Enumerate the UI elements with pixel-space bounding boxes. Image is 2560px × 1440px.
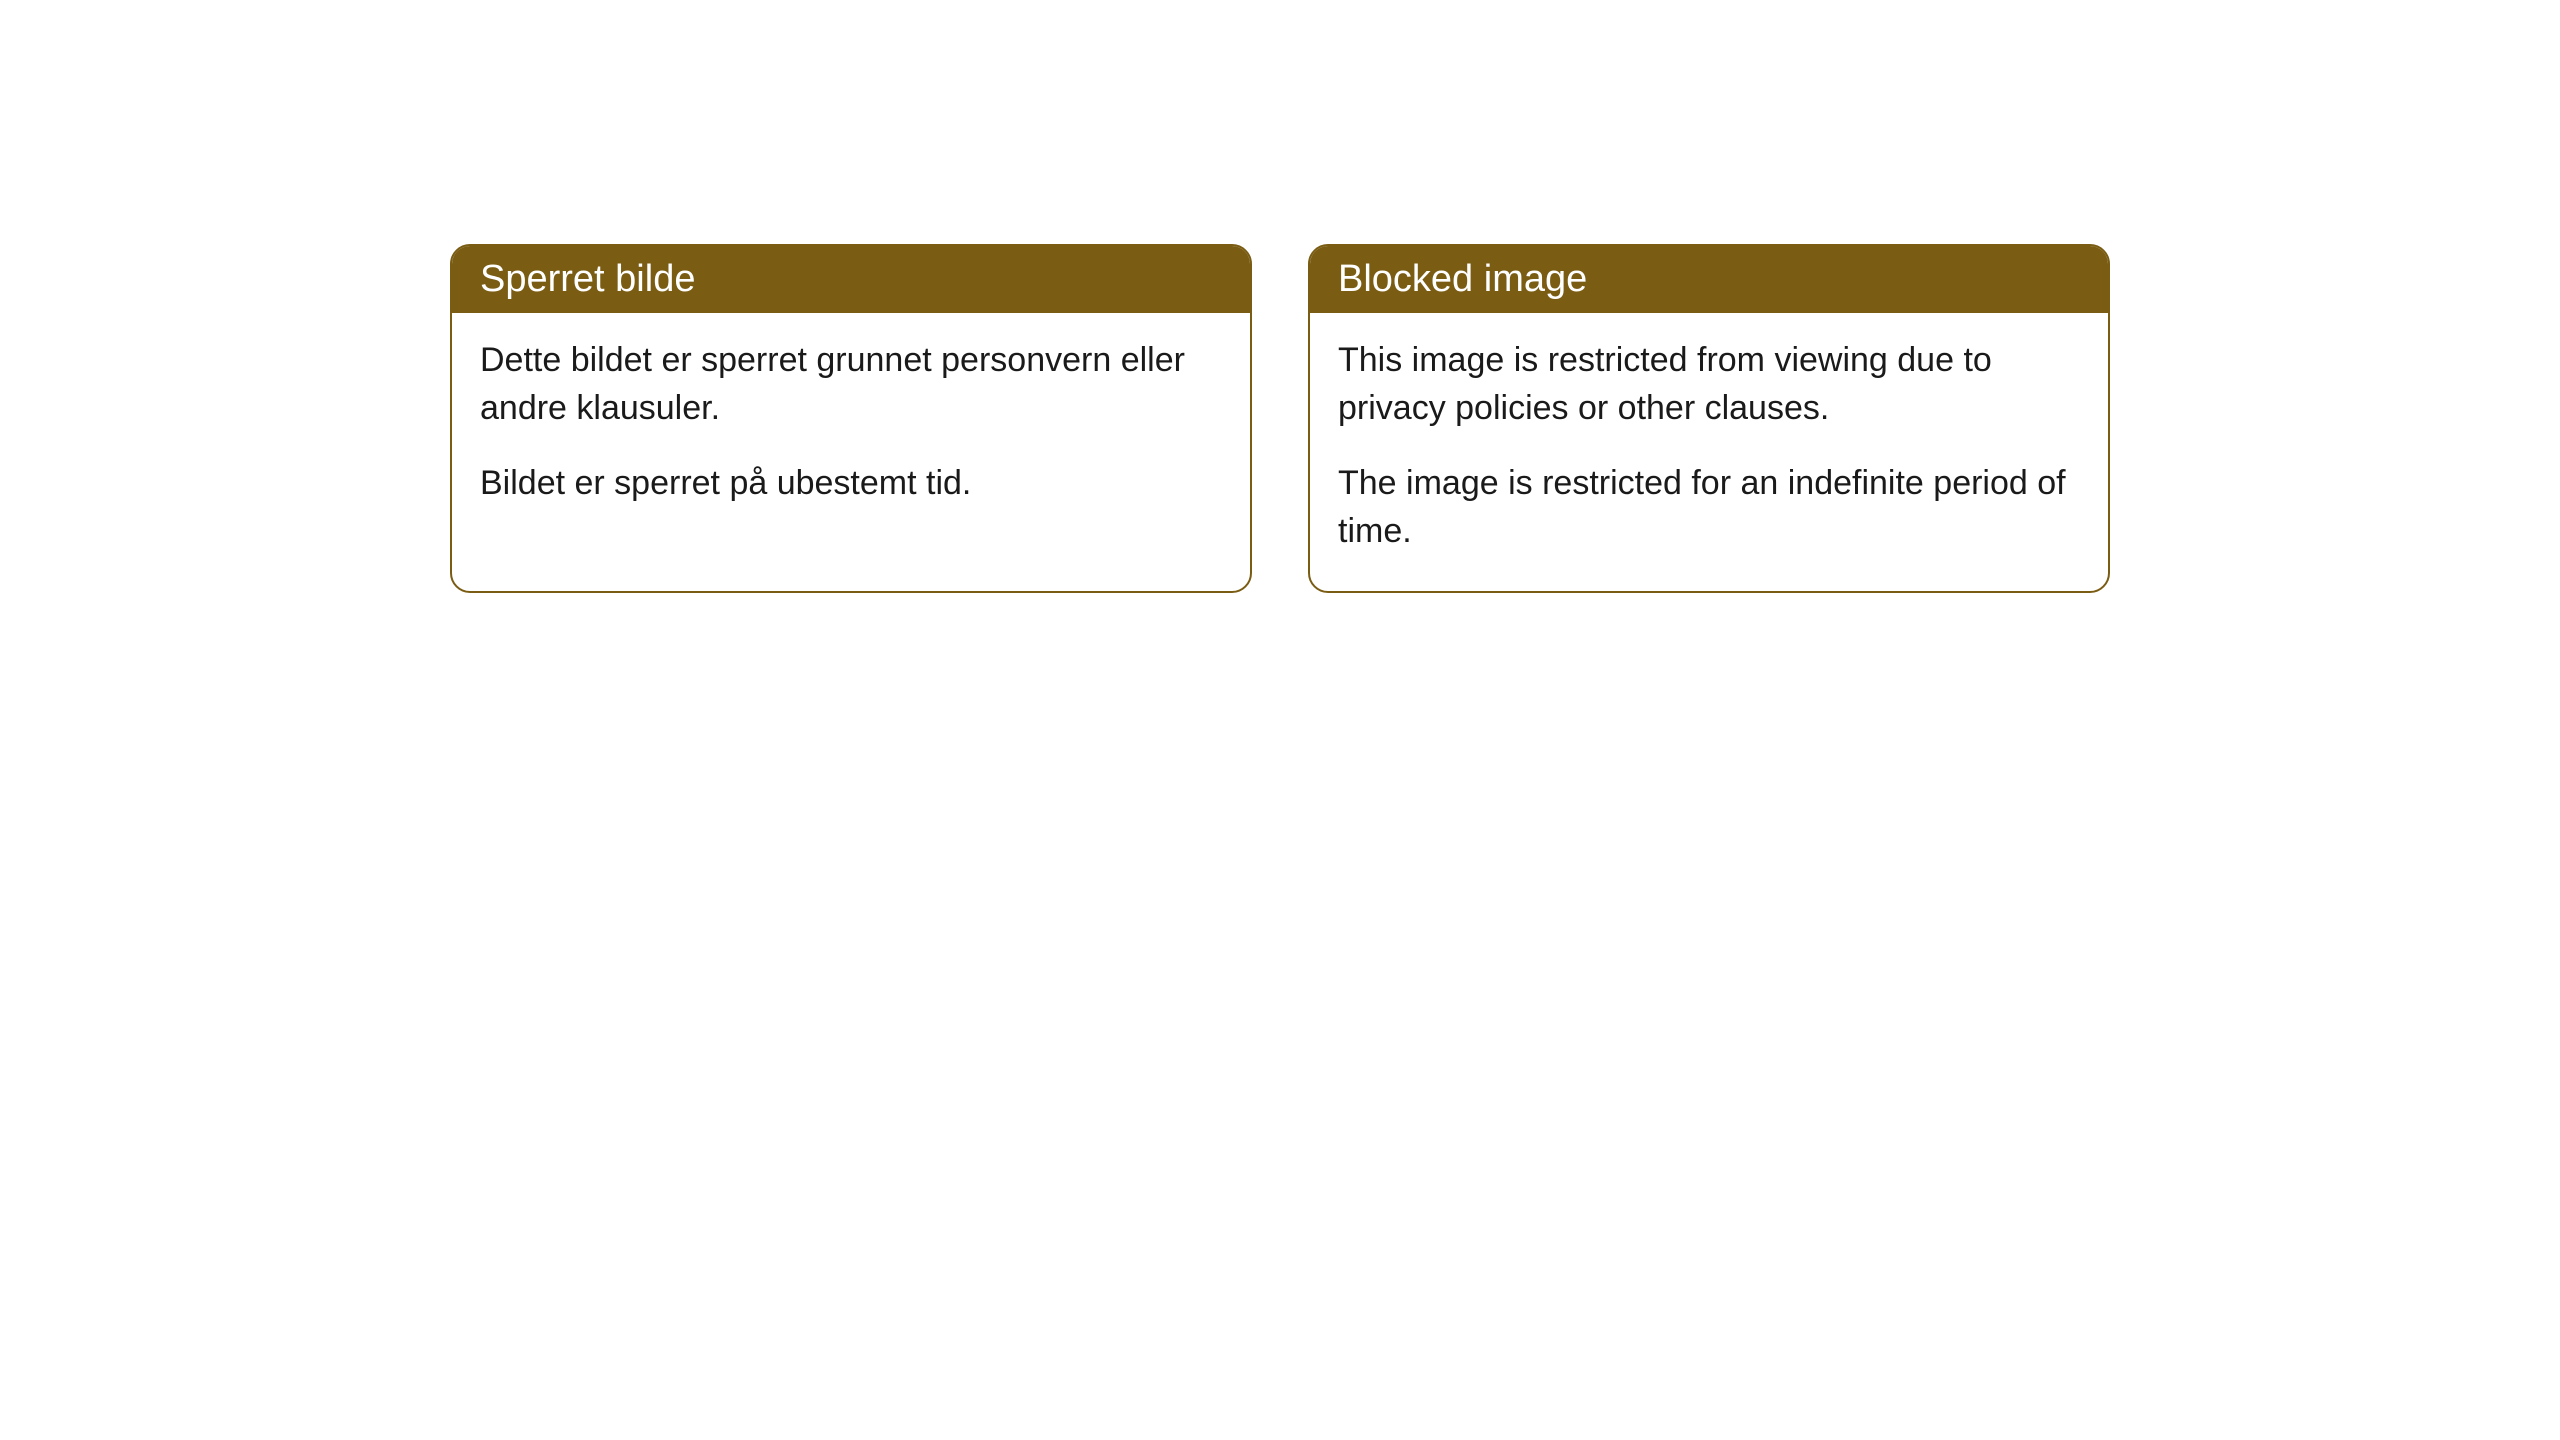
notice-card-english: Blocked image This image is restricted f… [1308, 244, 2110, 593]
card-body-norwegian: Dette bildet er sperret grunnet personve… [452, 313, 1250, 544]
card-header-english: Blocked image [1310, 246, 2108, 313]
notice-card-norwegian: Sperret bilde Dette bildet er sperret gr… [450, 244, 1252, 593]
card-text-paragraph: This image is restricted from viewing du… [1338, 337, 2080, 432]
card-text-paragraph: Bildet er sperret på ubestemt tid. [480, 460, 1222, 508]
card-header-norwegian: Sperret bilde [452, 246, 1250, 313]
card-body-english: This image is restricted from viewing du… [1310, 313, 2108, 591]
card-text-paragraph: The image is restricted for an indefinit… [1338, 460, 2080, 555]
notice-cards-container: Sperret bilde Dette bildet er sperret gr… [450, 244, 2110, 593]
card-text-paragraph: Dette bildet er sperret grunnet personve… [480, 337, 1222, 432]
